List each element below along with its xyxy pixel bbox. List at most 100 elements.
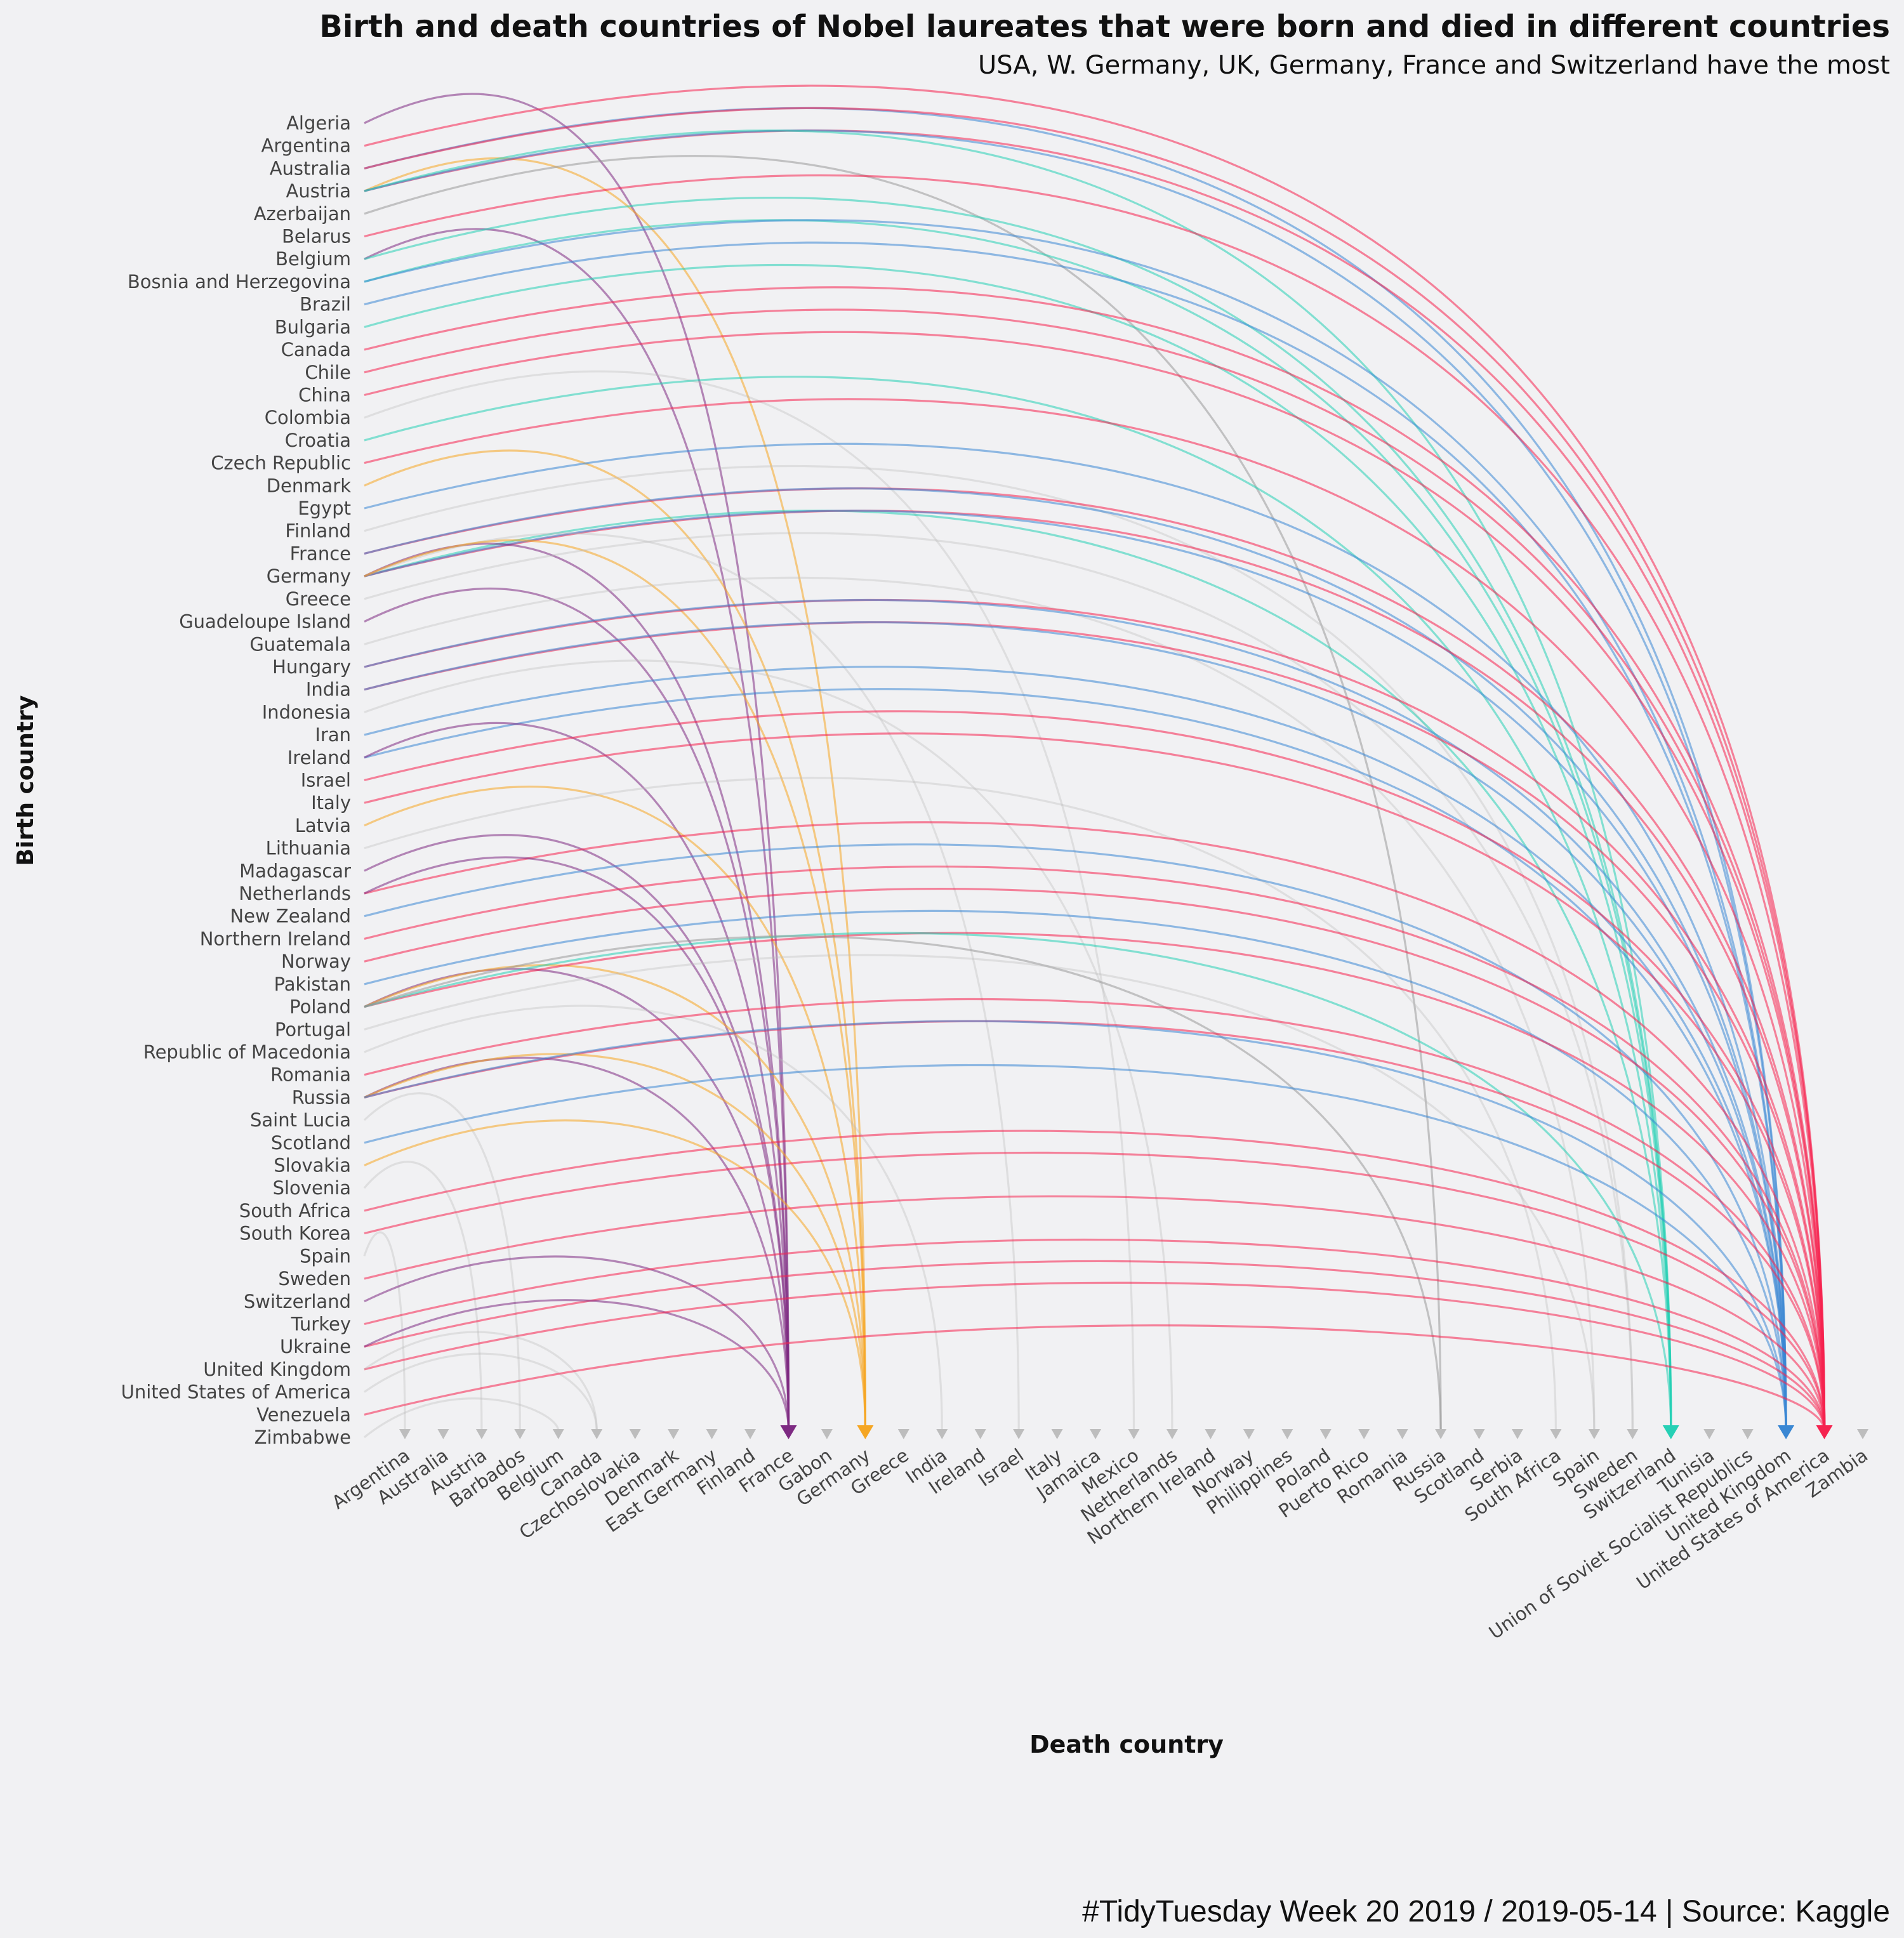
arrowhead-spain	[1588, 1429, 1600, 1439]
birth-label-china: China	[298, 384, 351, 405]
arrowhead-east-germany	[706, 1429, 718, 1439]
link-austria-to-united-kingdom	[364, 129, 1787, 1432]
link-finland-to-sweden	[364, 465, 1634, 1432]
link-belgium-to-france	[364, 228, 790, 1432]
link-venezuela-to-united-states-of-america	[364, 1324, 1826, 1432]
birth-label-russia: Russia	[292, 1086, 351, 1108]
link-latvia-to-germany	[364, 786, 866, 1432]
chart-title: Birth and death countries of Nobel laure…	[319, 9, 1890, 44]
birth-label-iran: Iran	[315, 724, 351, 746]
birth-label-czech-republic: Czech Republic	[211, 452, 351, 474]
birth-label-south-korea: South Korea	[239, 1223, 351, 1244]
link-scotland-to-united-kingdom	[364, 1064, 1787, 1432]
arrowhead-denmark	[668, 1429, 680, 1439]
link-turkey-to-united-states-of-america	[364, 1238, 1826, 1432]
birth-label-hungary: Hungary	[272, 656, 351, 678]
birth-label-scotland: Scotland	[271, 1132, 351, 1154]
link-colombia-to-mexico	[364, 370, 1135, 1432]
birth-label-zimbabwe: Zimbabwe	[255, 1427, 351, 1448]
birth-label-denmark: Denmark	[267, 475, 351, 496]
link-united-kingdom-to-canada	[364, 1331, 598, 1432]
arrowhead-france	[780, 1425, 797, 1439]
link-germany-to-united-kingdom	[364, 510, 1787, 1432]
birth-label-colombia: Colombia	[265, 407, 351, 428]
birth-label-indonesia: Indonesia	[262, 701, 351, 723]
arrowhead-austria	[475, 1429, 487, 1439]
arrowhead-canada	[591, 1429, 603, 1439]
birth-label-united-kingdom: United Kingdom	[203, 1359, 351, 1380]
link-poland-to-russia	[364, 935, 1442, 1432]
link-russia-to-germany	[364, 1053, 866, 1432]
link-denmark-to-germany	[364, 449, 866, 1432]
birth-label-turkey: Turkey	[291, 1313, 351, 1335]
arrowhead-belgium	[552, 1429, 564, 1439]
link-india-to-united-kingdom	[364, 621, 1787, 1432]
birth-label-croatia: Croatia	[285, 430, 351, 451]
link-canada-to-united-states-of-america	[364, 286, 1826, 1432]
link-republic-of-macedonia-to-india	[364, 1005, 943, 1432]
arrowhead-mexico	[1128, 1429, 1140, 1439]
link-guadeloupe-island-to-france	[364, 587, 790, 1432]
link-croatia-to-switzerland	[364, 376, 1672, 1432]
birth-label-poland: Poland	[289, 996, 351, 1018]
birth-label-latvia: Latvia	[295, 815, 351, 836]
link-algeria-to-france	[364, 93, 790, 1432]
birth-label-lithuania: Lithuania	[266, 838, 351, 859]
birth-label-netherlands: Netherlands	[239, 883, 351, 904]
link-azerbaijan-to-russia	[364, 155, 1442, 1432]
birth-label-republic-of-macedonia: Republic of Macedonia	[143, 1041, 351, 1063]
arrowhead-union-of-soviet-socialist-republics	[1742, 1429, 1754, 1439]
link-pakistan-to-united-kingdom	[364, 909, 1787, 1432]
arrowhead-united-kingdom	[1778, 1425, 1795, 1439]
link-israel-to-united-states-of-america	[364, 710, 1826, 1432]
birth-label-india: India	[306, 679, 351, 701]
birth-label-azerbaijan: Azerbaijan	[254, 203, 351, 225]
arrowhead-switzerland	[1662, 1425, 1679, 1439]
birth-label-france: France	[290, 543, 351, 564]
birth-label-south-africa: South Africa	[239, 1200, 351, 1222]
link-belarus-to-united-states-of-america	[364, 174, 1826, 1432]
link-south-africa-to-united-states-of-america	[364, 1130, 1826, 1432]
arrowhead-finland	[744, 1429, 757, 1439]
link-poland-to-united-states-of-america	[364, 932, 1826, 1432]
link-bosnia-and-herzegovina-to-united-kingdom	[364, 219, 1787, 1432]
birth-label-canada: Canada	[281, 339, 351, 360]
link-ukraine-to-united-states-of-america	[364, 1260, 1826, 1432]
arrowhead-scotland	[1473, 1429, 1485, 1439]
link-portugal-to-spain	[364, 954, 1596, 1432]
birth-label-switzerland: Switzerland	[244, 1291, 351, 1312]
birth-label-spain: Spain	[300, 1245, 351, 1267]
arrowhead-zambia	[1857, 1429, 1868, 1439]
birth-label-ireland: Ireland	[288, 747, 351, 768]
arrowhead-germany	[857, 1425, 874, 1439]
chart-subtitle: USA, W. Germany, UK, Germany, France and…	[978, 51, 1890, 80]
birth-label-algeria: Algeria	[286, 112, 351, 134]
link-austria-to-switzerland	[364, 129, 1672, 1432]
link-germany-to-israel	[364, 532, 1020, 1432]
arrowhead-norway	[1243, 1429, 1255, 1439]
link-australia-to-united-states-of-america	[364, 107, 1826, 1432]
link-germany-to-switzerland	[364, 510, 1672, 1432]
arrowhead-italy	[1051, 1429, 1063, 1439]
link-greece-to-sweden	[364, 532, 1634, 1432]
birth-label-new-zealand: New Zealand	[230, 906, 351, 927]
arrowhead-jamaica	[1090, 1429, 1102, 1439]
arrowhead-philippines	[1281, 1429, 1293, 1439]
arrowhead-barbados	[514, 1429, 526, 1439]
link-chile-to-united-states-of-america	[364, 308, 1826, 1432]
birth-label-united-states-of-america: United States of America	[121, 1381, 351, 1403]
link-slovenia-to-austria	[363, 1161, 483, 1432]
arrowhead-sweden	[1627, 1429, 1639, 1439]
birth-label-australia: Australia	[270, 157, 351, 179]
link-northern-ireland-to-united-states-of-america	[364, 865, 1826, 1432]
birth-label-sweden: Sweden	[278, 1268, 351, 1289]
link-romania-to-united-states-of-america	[364, 998, 1826, 1432]
link-south-korea-to-united-states-of-america	[364, 1151, 1826, 1432]
arrowhead-puerto-rico	[1358, 1429, 1370, 1439]
link-hungary-to-united-kingdom	[364, 598, 1787, 1432]
link-russia-to-united-states-of-america	[364, 1020, 1826, 1432]
link-china-to-united-states-of-america	[364, 331, 1826, 1432]
birth-label-bulgaria: Bulgaria	[275, 316, 351, 338]
arrowhead-greece	[897, 1429, 909, 1439]
